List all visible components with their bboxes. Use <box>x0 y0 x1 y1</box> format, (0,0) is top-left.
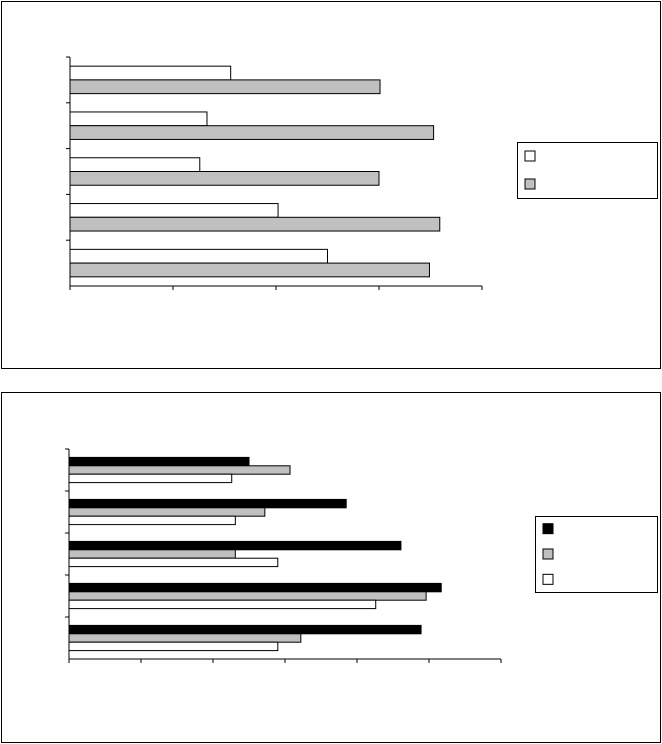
bar <box>69 65 232 81</box>
bar <box>68 582 442 593</box>
legend <box>535 516 658 593</box>
bar <box>68 641 279 652</box>
bar <box>69 248 328 264</box>
bar <box>69 157 201 172</box>
legend-swatch <box>542 573 554 585</box>
bar <box>68 540 402 551</box>
bar <box>69 79 381 95</box>
bar <box>68 557 279 568</box>
bar <box>68 633 302 643</box>
bar <box>68 591 427 601</box>
bar <box>69 171 380 186</box>
bar <box>69 216 441 232</box>
bar <box>69 203 279 218</box>
bar <box>68 456 250 467</box>
bar <box>69 262 430 278</box>
bar <box>68 624 422 635</box>
legend-swatch <box>524 178 536 190</box>
bar <box>68 599 377 610</box>
bar <box>68 498 347 509</box>
bar <box>68 507 266 517</box>
bar <box>68 549 236 559</box>
legend-swatch <box>524 150 536 162</box>
legend-swatch <box>542 523 554 535</box>
bar <box>69 111 208 127</box>
legend <box>517 142 658 199</box>
bar <box>68 515 236 526</box>
bar <box>68 473 233 484</box>
legend-swatch <box>542 548 554 560</box>
bar <box>69 125 435 140</box>
bar <box>68 465 291 475</box>
